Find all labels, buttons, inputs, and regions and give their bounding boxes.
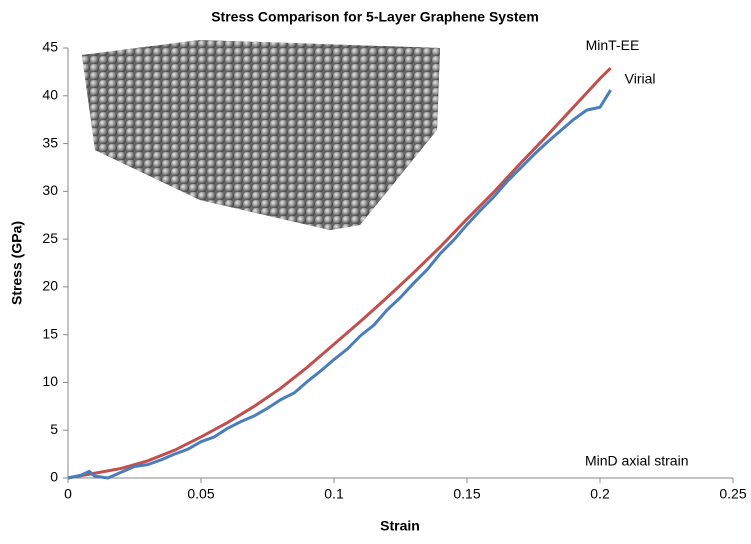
graphene-image (82, 40, 440, 230)
y-axis-title: Stress (GPa) (9, 221, 25, 305)
chart-title: Stress Comparison for 5-Layer Graphene S… (211, 9, 539, 25)
y-tick-label: 15 (42, 325, 58, 341)
x-axis-title: Strain (380, 518, 420, 534)
y-tick-label: 0 (50, 469, 58, 485)
y-tick-label: 5 (50, 421, 58, 437)
x-tick-label: 0.15 (453, 486, 480, 502)
y-tick-label: 30 (42, 182, 58, 198)
series-line (67, 66, 612, 480)
y-tick-label: 40 (42, 86, 58, 102)
x-tick-label: 0 (64, 486, 72, 502)
series-label: Virial (625, 71, 656, 87)
y-tick-label: 25 (42, 230, 58, 246)
x-tick-label: 0.05 (187, 486, 214, 502)
annotation: MinD axial strain (585, 453, 688, 469)
x-tick-label: 0.2 (590, 486, 610, 502)
y-tick-label: 10 (42, 373, 58, 389)
x-tick-label: 0.25 (719, 486, 746, 502)
series-line (67, 89, 612, 480)
x-tick-label: 0.1 (324, 486, 344, 502)
y-tick-label: 45 (42, 39, 58, 55)
series-label: MinT-EE (586, 37, 640, 53)
y-tick-label: 20 (42, 278, 58, 294)
y-tick-label: 35 (42, 134, 58, 150)
